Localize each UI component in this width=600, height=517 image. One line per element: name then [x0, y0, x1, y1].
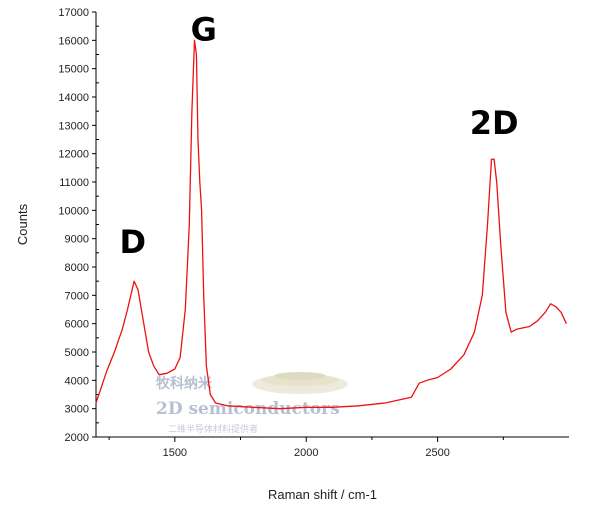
x-tick-label: 2000 [294, 447, 318, 459]
axes: 2000 3000 4000 5000 6000 7000 8000 9000 10000 110… [15, 7, 569, 502]
watermark-cn-text: 牧科纳米 [156, 375, 213, 392]
watermark-sub-text: 二维半导体材料提供者 [168, 423, 258, 435]
y-tick-label: 14000 [58, 92, 89, 104]
y-axis-title: Counts [15, 203, 30, 245]
x-tick-label: 2500 [425, 447, 449, 459]
y-tick-label: 17000 [58, 7, 89, 19]
y-tick-label: 7000 [65, 290, 89, 302]
plot-area [95, 39, 567, 410]
y-tick-label: 12000 [58, 149, 89, 161]
watermark-en-text: 2D semiconductors [156, 399, 340, 419]
series-line [95, 39, 567, 410]
x-tick-label: 1500 [163, 447, 187, 459]
peak-label-g: G [191, 10, 217, 48]
x-axis-title: Raman shift / cm-1 [268, 487, 377, 502]
y-tick-label: 4000 [65, 375, 89, 387]
y-tick-label: 15000 [58, 64, 89, 76]
peak-label-2d: 2D [470, 104, 519, 142]
y-tick-label: 3000 [65, 404, 89, 416]
y-tick-label: 8000 [65, 262, 89, 274]
y-tick-label: 2000 [65, 432, 89, 444]
y-tick-label: 9000 [65, 234, 89, 246]
watermark: 牧科纳米 2D semiconductors 二维半导体材料提供者 [156, 372, 348, 435]
y-tick-label: 11000 [59, 177, 89, 189]
peak-annotations: D G 2D [120, 10, 519, 260]
y-tick-label: 16000 [58, 35, 89, 47]
y-tick-label: 5000 [65, 347, 89, 359]
peak-label-d: D [120, 223, 147, 261]
y-tick-label: 13000 [58, 120, 89, 132]
y-tick-label: 10000 [58, 205, 89, 217]
y-tick-label: 6000 [65, 319, 89, 331]
watermark-crystal-icon [252, 372, 348, 394]
